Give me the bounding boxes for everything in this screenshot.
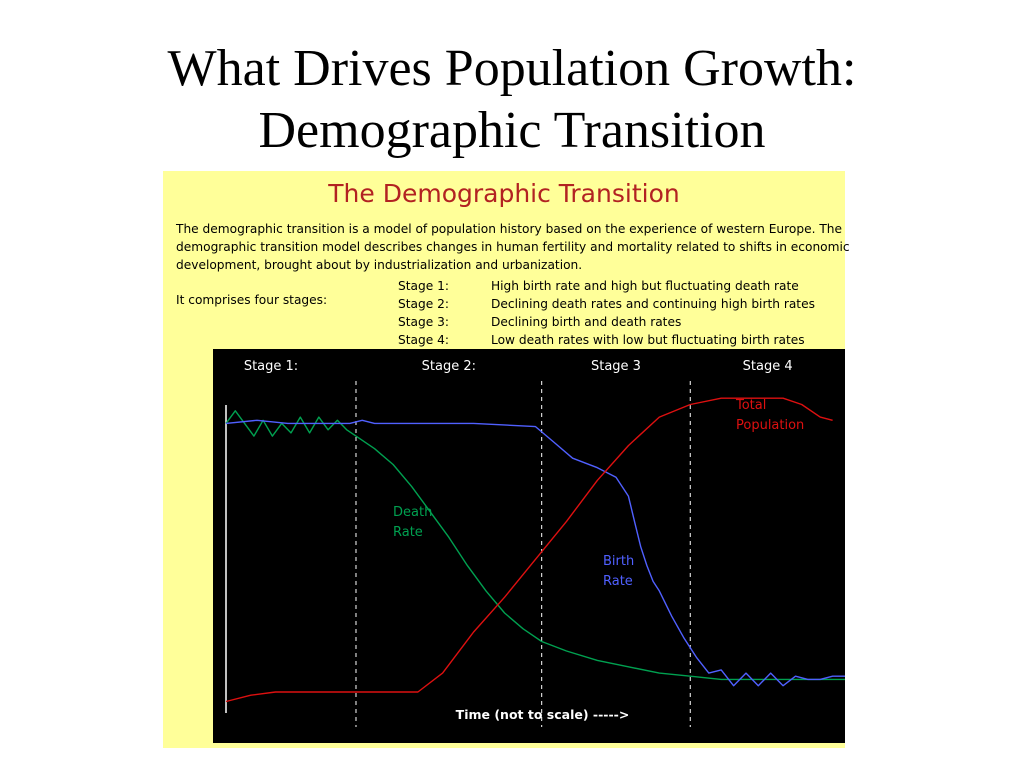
description-line: demographic transition model describes c… [176,240,850,254]
stage-description: Low death rates with low but fluctuating… [491,333,805,347]
total-population-label: Population [736,418,804,433]
x-axis-label: Time (not to scale) -----> [456,707,630,722]
stage-label-1: Stage 1: [244,359,298,374]
stages-intro: It comprises four stages: [176,293,328,307]
slide-title-line-2: Demographic Transition [258,102,766,159]
birth-rate-line [225,419,845,687]
stage-description: Declining death rates and continuing hig… [491,297,815,311]
chart-background [213,349,845,743]
death-rate-label: Death [393,505,432,520]
stage-label: Stage 4: [398,333,449,347]
total-population-line [225,397,833,703]
stage-label-2: Stage 2: [422,359,476,374]
stage-label: Stage 2: [398,297,449,311]
slide-title: What Drives Population Growth: Demograph… [0,38,1024,162]
description-line: development, brought about by industrial… [176,258,583,272]
slide-title-line-1: What Drives Population Growth: [167,40,857,97]
panel-description: The demographic transition is a model of… [176,220,850,274]
death-rate-line [225,410,845,681]
total-population-label: Total [735,398,766,413]
panel-title: The Demographic Transition [328,179,680,208]
stage-label: Stage 1: [398,279,449,293]
stage-description: High birth rate and high but fluctuating… [491,279,799,293]
stage-label-3: Stage 3 [591,359,641,374]
stage-label: Stage 3: [398,315,449,329]
birth-rate-label: Birth [603,554,634,569]
birth-rate-label: Rate [603,574,633,589]
stage-label-4: Stage 4 [743,359,793,374]
death-rate-label: Rate [393,525,423,540]
demographic-transition-chart: Stage 1: Stage 2: Stage 3 Stage 4 Death Rate B… [213,349,845,743]
description-line: The demographic transition is a model of… [176,222,842,236]
stage-description: Declining birth and death rates [491,315,682,329]
